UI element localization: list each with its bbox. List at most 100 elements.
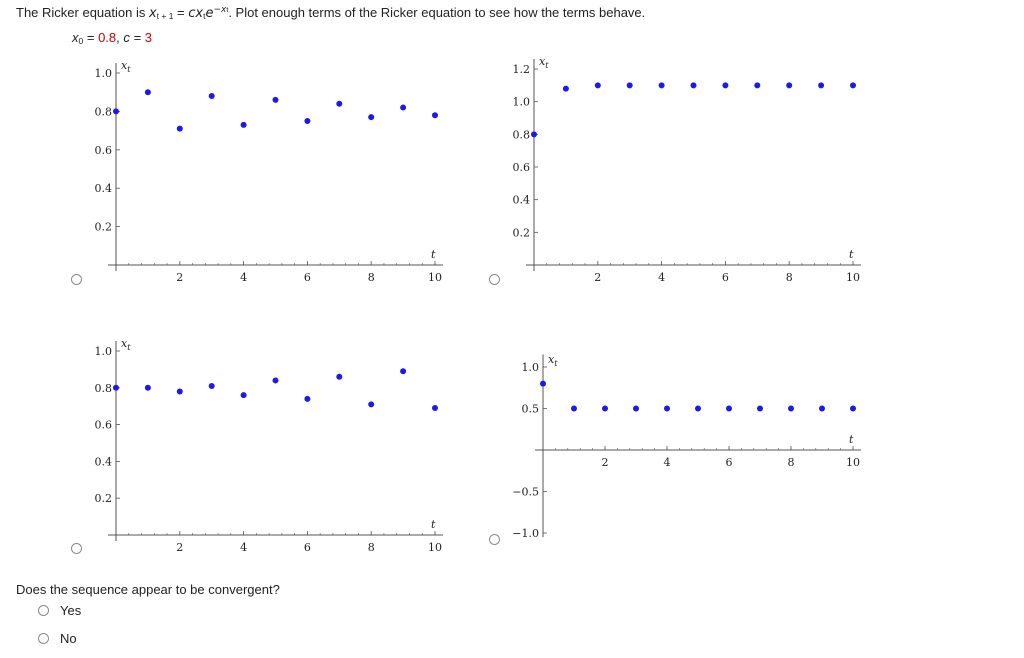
y-tick-label: 0.5 xyxy=(522,403,540,416)
eq-x: x xyxy=(148,6,157,21)
data-point xyxy=(540,380,546,387)
data-point xyxy=(626,82,633,89)
data-point xyxy=(144,384,151,391)
radio-plot-2[interactable] xyxy=(489,274,500,285)
radio-no[interactable] xyxy=(38,633,49,644)
data-point xyxy=(594,82,601,89)
x-tick-label: 6 xyxy=(722,271,729,284)
x0-label: x xyxy=(72,30,79,45)
radio-plot-1[interactable] xyxy=(71,274,82,285)
x-tick-label: 8 xyxy=(788,456,795,469)
data-point xyxy=(786,82,793,89)
data-point xyxy=(400,104,407,111)
x0-value: 0.8 xyxy=(98,30,117,45)
x-tick-label: 6 xyxy=(304,541,311,554)
x-axis-label: t xyxy=(431,248,436,261)
data-point xyxy=(690,82,697,89)
x-tick-label: 8 xyxy=(368,271,375,284)
y-tick-label: 1.0 xyxy=(95,67,113,80)
data-point xyxy=(658,82,665,89)
convergence-question: Does the sequence appear to be convergen… xyxy=(16,582,280,597)
y-tick-label: 0.8 xyxy=(513,128,531,141)
radio-plot-4[interactable] xyxy=(489,534,500,545)
y-tick-label: 0.4 xyxy=(513,194,531,207)
y-tick-label: 1.0 xyxy=(95,345,113,358)
data-point xyxy=(176,125,183,132)
parameters: x0 = 0.8, c = 3 xyxy=(72,30,152,46)
eq-e: e xyxy=(205,6,214,21)
data-point xyxy=(633,405,639,412)
axes xyxy=(535,354,861,538)
x-tick-label: 10 xyxy=(846,456,860,469)
y-tick-label: 0.6 xyxy=(513,161,531,174)
data-point xyxy=(754,82,761,89)
x-tick-label: 6 xyxy=(726,456,733,469)
y-tick-label: 0.4 xyxy=(95,455,113,468)
data-point xyxy=(850,82,856,89)
radio-plot-3[interactable] xyxy=(71,543,82,554)
x-tick-label: 4 xyxy=(664,456,671,469)
data-point xyxy=(113,108,119,115)
data-point xyxy=(336,100,343,107)
data-point xyxy=(819,405,825,412)
y-tick-label: 0.2 xyxy=(95,221,113,234)
prompt-tail: . Plot enough terms of the Ricker equati… xyxy=(228,5,646,20)
x-axis-label: t xyxy=(849,433,854,446)
data-point xyxy=(531,131,537,138)
axes xyxy=(108,341,443,541)
data-point xyxy=(144,89,151,96)
x-tick-label: 8 xyxy=(786,271,793,284)
data-point xyxy=(240,121,247,128)
x-tick-label: 10 xyxy=(428,271,442,284)
data-point xyxy=(113,384,119,391)
data-point xyxy=(272,96,279,103)
x0-equals: = xyxy=(83,30,99,45)
x-tick-label: 10 xyxy=(428,541,442,554)
y-tick-label: −0.5 xyxy=(512,486,539,499)
param-separator: , xyxy=(116,30,124,45)
y-tick-label: 0.6 xyxy=(95,144,113,157)
data-point xyxy=(722,82,729,89)
y-tick-label: 0.4 xyxy=(95,182,113,195)
data-point xyxy=(240,392,247,399)
x-tick-label: 8 xyxy=(368,541,375,554)
x-tick-label: 4 xyxy=(658,271,665,284)
y-tick-label: 0.2 xyxy=(513,226,531,239)
data-point xyxy=(602,405,608,412)
x-tick-label: 4 xyxy=(240,271,247,284)
axes xyxy=(108,63,443,271)
x-axis-label: t xyxy=(431,518,436,531)
problem-statement: The Ricker equation is xt + 1 = cxte−xt.… xyxy=(16,4,645,21)
x-axis-label: t xyxy=(849,248,854,261)
data-point xyxy=(432,112,438,119)
data-point xyxy=(400,368,407,375)
y-tick-label: 0.2 xyxy=(95,492,113,505)
eq-cx: cx xyxy=(188,6,204,21)
y-axis-label: xt xyxy=(121,337,131,352)
x-tick-label: 2 xyxy=(594,271,601,284)
data-point xyxy=(695,405,701,412)
data-point xyxy=(757,405,763,412)
radio-yes[interactable] xyxy=(38,605,49,616)
x-tick-label: 4 xyxy=(240,541,247,554)
x-tick-label: 10 xyxy=(846,271,860,284)
eq-exponent: −xt xyxy=(213,5,229,15)
data-point xyxy=(304,118,311,124)
x-tick-label: 6 xyxy=(304,271,311,284)
data-point xyxy=(208,382,215,389)
x-tick-label: 2 xyxy=(176,541,183,554)
c-label: c = xyxy=(123,30,145,45)
data-point xyxy=(818,82,825,89)
y-axis-label: xt xyxy=(121,59,131,74)
data-point xyxy=(726,405,732,412)
eq-subscript-t-plus-1: t + 1 xyxy=(156,11,174,21)
eq-subscript-t: t xyxy=(203,11,206,21)
option-yes-label: Yes xyxy=(60,603,82,618)
y-tick-label: 0.6 xyxy=(95,419,113,432)
y-tick-label: 1.0 xyxy=(522,361,540,374)
x-tick-label: 2 xyxy=(176,271,183,284)
data-point xyxy=(368,114,375,121)
eq-equals: = xyxy=(173,5,189,20)
prompt-lead: The Ricker equation is xyxy=(16,5,149,20)
data-point xyxy=(571,405,577,412)
